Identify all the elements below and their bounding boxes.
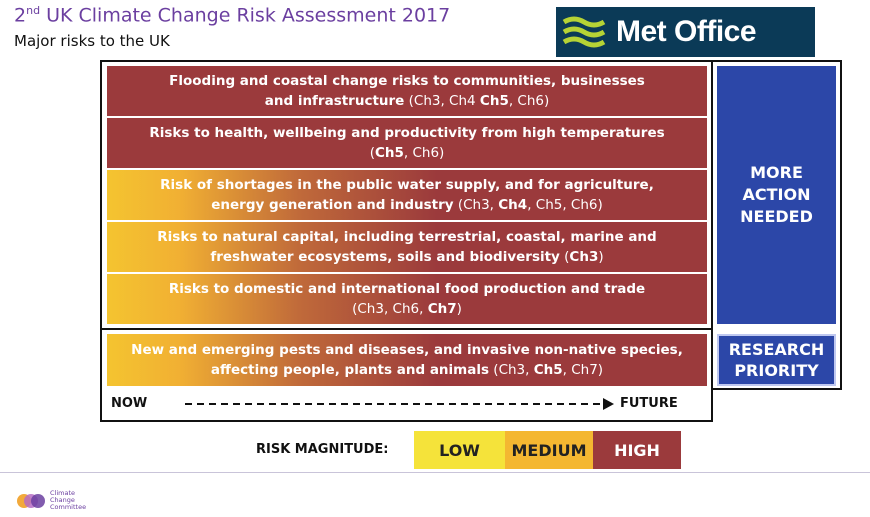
timeline-future-label: FUTURE — [620, 396, 678, 411]
research-box-frame — [100, 328, 713, 422]
ccc-logo-icon — [17, 493, 45, 508]
legend-low: LOW — [414, 431, 505, 469]
legend-label: RISK MAGNITUDE: — [256, 442, 389, 457]
timeline: NOW FUTURE — [107, 393, 707, 417]
logo-text: Met Office — [616, 15, 757, 48]
timeline-arrow-icon — [185, 398, 614, 410]
met-office-logo: Met Office — [556, 7, 815, 57]
met-office-waves-icon — [562, 16, 606, 48]
legend-high: HIGH — [593, 431, 681, 469]
page-title: 2nd UK Climate Change Risk Assessment 20… — [14, 4, 451, 27]
action-frame — [713, 60, 842, 390]
page-subtitle: Major risks to the UK — [14, 32, 170, 50]
risk-row-food: Risks to domestic and international food… — [107, 274, 707, 324]
footer-divider — [0, 472, 870, 473]
risk-row-health: Risks to health, wellbeing and productiv… — [107, 118, 707, 168]
risk-row-pests: New and emerging pests and diseases, and… — [107, 334, 707, 386]
ccc-logo-text: Climate Change Committee — [50, 489, 87, 511]
research-priority-badge: RESEARCH PRIORITY — [717, 334, 836, 386]
more-action-needed-badge: MORE ACTION NEEDED — [717, 66, 836, 324]
legend-medium: MEDIUM — [505, 431, 593, 469]
risk-row-natural-capital: Risks to natural capital, including terr… — [107, 222, 707, 272]
ccc-logo: Climate Change Committee — [16, 490, 86, 511]
timeline-now-label: NOW — [111, 396, 148, 411]
risk-row-flooding: Flooding and coastal change risks to com… — [107, 66, 707, 116]
risk-row-water: Risk of shortages in the public water su… — [107, 170, 707, 220]
